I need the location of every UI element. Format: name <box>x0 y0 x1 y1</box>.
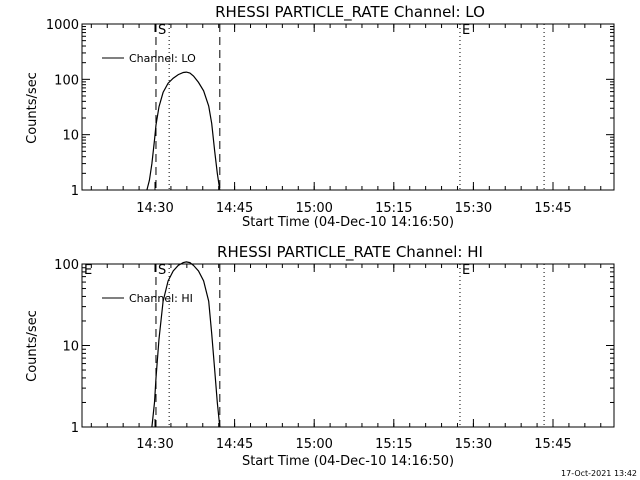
plot-frame-hi <box>81 263 615 428</box>
title-lo: RHESSI PARTICLE_RATE Channel: LO <box>215 3 485 22</box>
series-line <box>151 261 221 428</box>
legend-label-lo: Channel: LO <box>129 52 196 65</box>
x-ticks-lo: 14:30 14:45 15:00 15:15 15:30 15:45 <box>90 24 602 216</box>
marker-label: E <box>84 263 92 278</box>
y-ticks-hi: 1 10 100 <box>54 258 614 436</box>
timestamp: 17-Oct-2021 13:42 <box>561 469 637 478</box>
panel-hi: RHESSI PARTICLE_RATE Channel: HI Counts/… <box>25 243 615 469</box>
y-tick-label: 1000 <box>46 18 79 33</box>
y-tick-label: 10 <box>62 340 79 355</box>
marker-label: E <box>462 263 470 278</box>
series-line <box>146 71 221 191</box>
title-hi: RHESSI PARTICLE_RATE Channel: HI <box>217 243 483 262</box>
x-tick-label: 15:15 <box>375 201 412 216</box>
x-tick-label: 15:45 <box>534 437 571 452</box>
legend-label-hi: Channel: HI <box>129 292 193 305</box>
y-tick-label: 100 <box>54 73 79 88</box>
x-ticks-hi: 14:30 14:45 15:00 15:15 15:30 15:45 <box>90 264 602 452</box>
marker-label: S <box>158 263 166 278</box>
markers-hi: SE E <box>81 263 545 427</box>
x-tick-label: 14:45 <box>216 201 253 216</box>
x-axis-label-lo: Start Time (04-Dec-10 14:16:50) <box>242 215 454 230</box>
x-tick-label: 15:00 <box>295 201 332 216</box>
y-tick-label: 100 <box>54 258 79 273</box>
x-tick-label: 14:30 <box>136 437 173 452</box>
x-tick-label: 14:30 <box>136 201 173 216</box>
y-tick-label: 10 <box>62 129 79 144</box>
x-tick-label: 15:30 <box>455 201 492 216</box>
series-hi <box>151 261 221 428</box>
marker-label: S <box>158 23 166 38</box>
y-tick-label: 1 <box>71 421 79 436</box>
marker-label: E <box>462 23 470 38</box>
y-tick-label: 1 <box>71 184 79 199</box>
x-tick-label: 14:45 <box>216 437 253 452</box>
panel-lo: RHESSI PARTICLE_RATE Channel: LO Counts/… <box>25 3 615 230</box>
x-tick-label: 15:00 <box>295 437 332 452</box>
x-axis-label-hi: Start Time (04-Dec-10 14:16:50) <box>242 454 454 469</box>
x-tick-label: 15:30 <box>455 437 492 452</box>
x-tick-label: 15:15 <box>375 437 412 452</box>
y-ticks-lo: 1 10 100 1000 <box>46 18 614 199</box>
y-axis-label-lo: Counts/sec <box>25 72 40 144</box>
series-lo <box>146 71 221 191</box>
x-tick-label: 15:45 <box>534 201 571 216</box>
y-axis-label-hi: Counts/sec <box>25 310 40 382</box>
plot-frame-lo <box>81 23 615 191</box>
